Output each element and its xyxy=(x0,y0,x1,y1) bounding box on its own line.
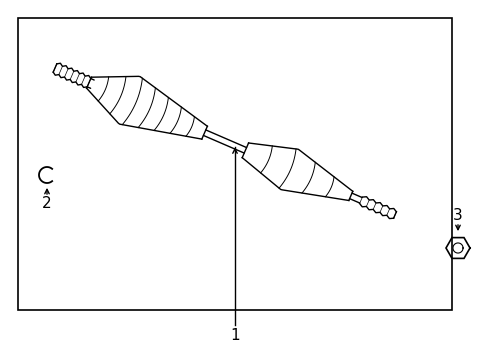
Text: 1: 1 xyxy=(230,328,240,342)
Bar xyxy=(18,18,452,310)
Text: 3: 3 xyxy=(453,208,463,224)
Text: 2: 2 xyxy=(42,195,52,211)
